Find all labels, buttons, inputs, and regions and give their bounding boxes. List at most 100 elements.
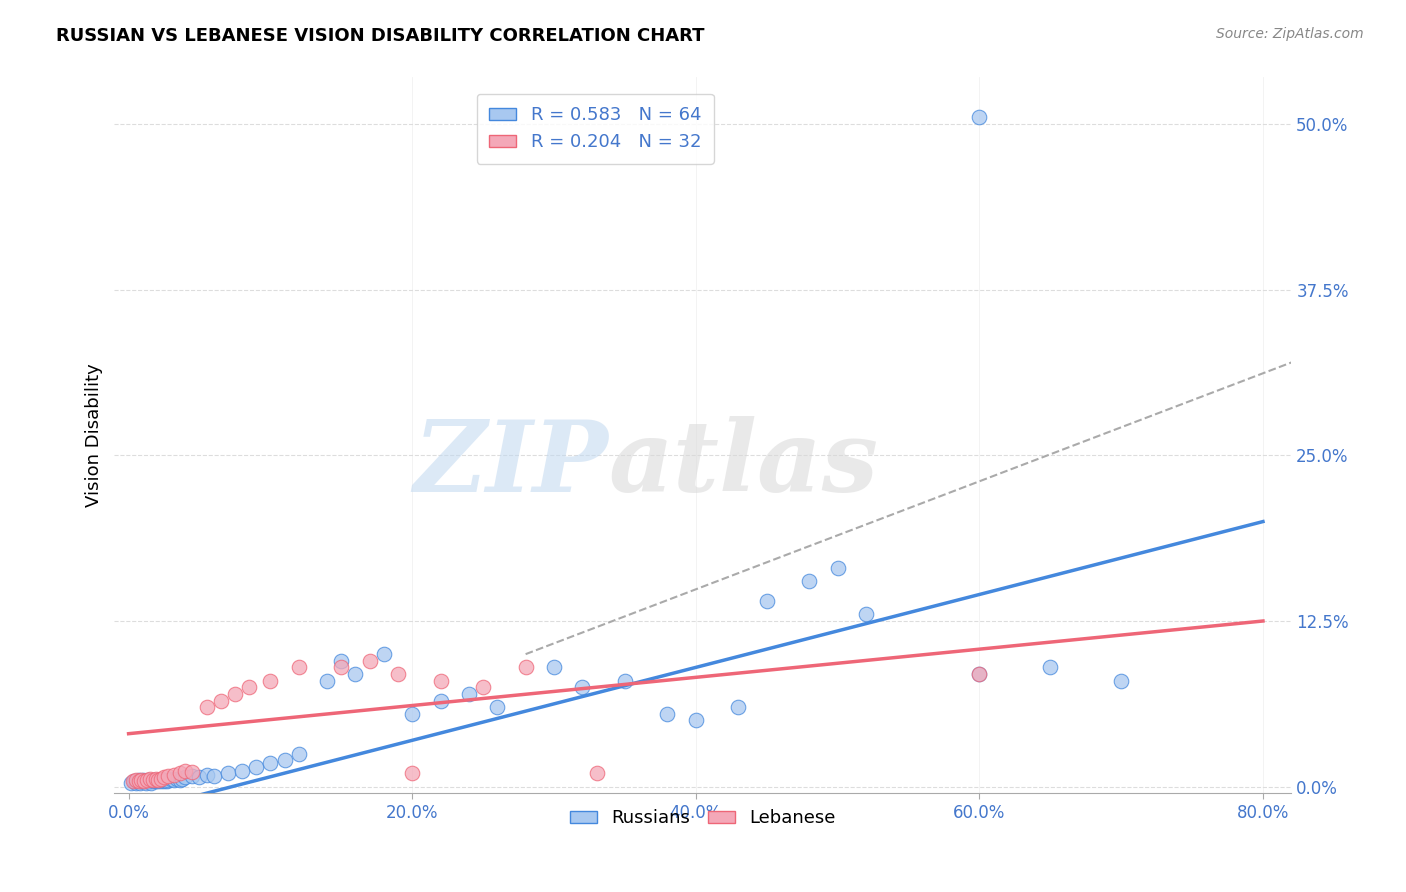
Point <box>202 769 225 783</box>
Point <box>129 776 152 790</box>
Point <box>316 673 339 688</box>
Point <box>287 660 309 674</box>
Point <box>152 773 174 788</box>
Point <box>195 768 218 782</box>
Text: ZIP: ZIP <box>413 416 609 512</box>
Point <box>359 654 381 668</box>
Point <box>657 706 679 721</box>
Point <box>169 773 191 788</box>
Point <box>181 769 204 783</box>
Point <box>150 772 173 786</box>
Point <box>172 772 194 786</box>
Point <box>122 774 145 789</box>
Point <box>143 773 166 788</box>
Point <box>373 647 395 661</box>
Point <box>217 766 239 780</box>
Point <box>429 673 451 688</box>
Point <box>150 774 173 789</box>
Point <box>458 687 481 701</box>
Point <box>134 774 156 789</box>
Point <box>121 774 143 789</box>
Point <box>148 773 170 788</box>
Point <box>136 774 159 789</box>
Point <box>231 764 253 778</box>
Point <box>134 774 156 789</box>
Point <box>138 773 160 788</box>
Point <box>163 768 186 782</box>
Point <box>755 594 778 608</box>
Point <box>145 772 167 786</box>
Point <box>136 773 159 788</box>
Point <box>585 766 607 780</box>
Point <box>135 776 157 790</box>
Point <box>799 574 821 589</box>
Point <box>169 766 191 780</box>
Point <box>163 773 186 788</box>
Point <box>224 687 246 701</box>
Point <box>157 773 180 788</box>
Point <box>160 772 183 786</box>
Point <box>195 700 218 714</box>
Point <box>139 774 162 789</box>
Point <box>153 774 176 789</box>
Point <box>128 774 150 789</box>
Point <box>969 667 991 681</box>
Point <box>245 760 267 774</box>
Point <box>153 771 176 785</box>
Point <box>125 776 148 790</box>
Point <box>486 700 509 714</box>
Legend: Russians, Lebanese: Russians, Lebanese <box>562 802 844 834</box>
Point <box>142 774 165 789</box>
Point <box>155 773 177 788</box>
Point <box>238 681 260 695</box>
Text: atlas: atlas <box>609 416 879 512</box>
Point <box>131 773 153 788</box>
Point <box>174 771 197 785</box>
Point <box>330 654 353 668</box>
Point <box>969 110 991 124</box>
Point <box>1109 673 1132 688</box>
Point <box>139 772 162 786</box>
Point <box>127 774 149 789</box>
Point <box>344 667 367 681</box>
Point <box>141 776 163 790</box>
Point <box>188 771 211 785</box>
Point <box>287 747 309 761</box>
Point <box>157 769 180 783</box>
Point <box>259 756 281 770</box>
Point <box>515 660 537 674</box>
Point <box>472 681 495 695</box>
Point <box>131 774 153 789</box>
Point <box>330 660 353 674</box>
Point <box>571 681 593 695</box>
Point <box>1039 660 1062 674</box>
Point <box>174 764 197 778</box>
Point <box>727 700 749 714</box>
Point <box>149 773 172 788</box>
Point <box>145 774 167 789</box>
Point <box>613 673 636 688</box>
Point <box>969 667 991 681</box>
Point <box>181 765 204 780</box>
Point <box>827 561 849 575</box>
Point <box>132 773 155 788</box>
Point <box>685 714 707 728</box>
Point <box>120 776 142 790</box>
Point <box>148 774 170 789</box>
Point <box>273 753 295 767</box>
Point <box>401 766 423 780</box>
Text: RUSSIAN VS LEBANESE VISION DISABILITY CORRELATION CHART: RUSSIAN VS LEBANESE VISION DISABILITY CO… <box>56 27 704 45</box>
Point <box>209 693 232 707</box>
Point <box>146 773 169 788</box>
Point <box>166 772 188 786</box>
Point <box>142 773 165 788</box>
Point <box>125 773 148 788</box>
Point <box>156 774 179 789</box>
Point <box>128 773 150 788</box>
Y-axis label: Vision Disability: Vision Disability <box>86 364 103 508</box>
Point <box>259 673 281 688</box>
Point <box>387 667 409 681</box>
Point <box>401 706 423 721</box>
Point <box>543 660 565 674</box>
Text: Source: ZipAtlas.com: Source: ZipAtlas.com <box>1216 27 1364 41</box>
